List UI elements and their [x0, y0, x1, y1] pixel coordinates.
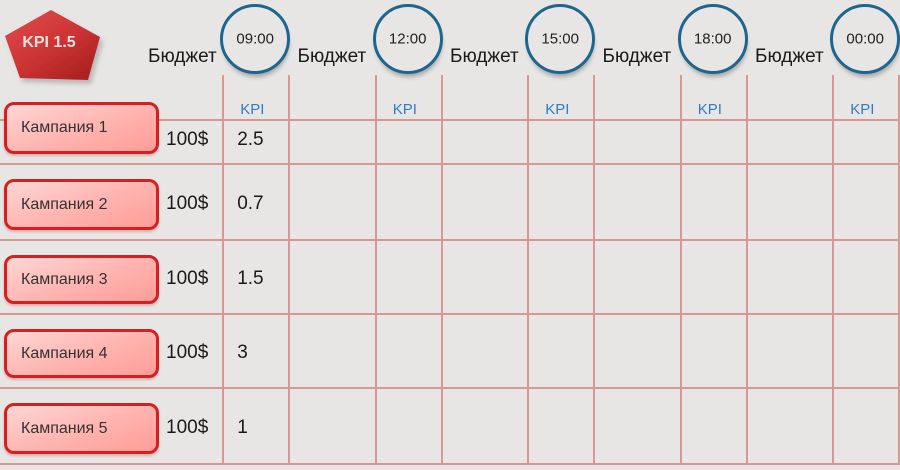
- svg-text:KPI 1.5: KPI 1.5: [22, 34, 75, 51]
